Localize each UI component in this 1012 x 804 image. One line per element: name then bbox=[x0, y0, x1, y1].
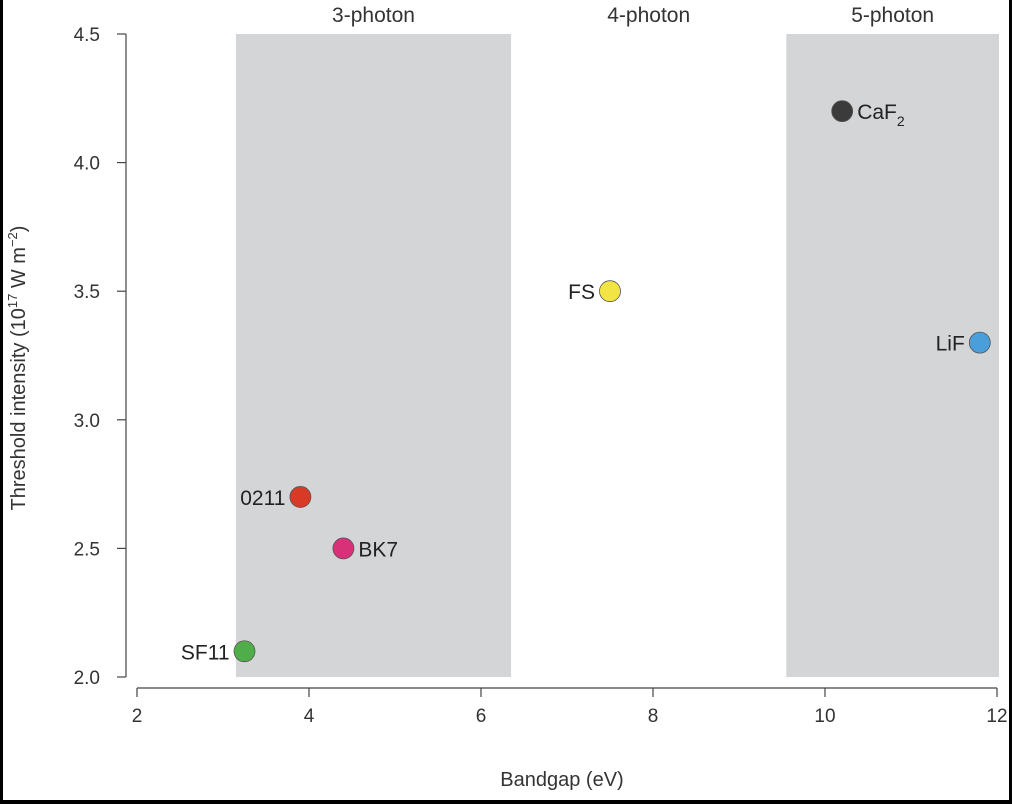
data-points: SF11 0211 BK7 FS CaF2 LiF bbox=[181, 100, 991, 664]
photon-bands bbox=[235, 34, 999, 677]
x-tick-label: 4 bbox=[304, 706, 315, 727]
band-labels: 3-photon 4-photon 5-photon bbox=[332, 4, 934, 27]
band-3-photon bbox=[235, 34, 512, 677]
data-label-fs: FS bbox=[568, 281, 595, 304]
y-tick-label: 2.5 bbox=[74, 539, 100, 560]
data-point-caf2 bbox=[831, 100, 854, 123]
axes bbox=[125, 34, 997, 689]
x-axis-label: Bandgap (eV) bbox=[500, 769, 623, 791]
y-axis-label-unit: W m bbox=[8, 247, 30, 294]
x-tick-label: 2 bbox=[132, 706, 143, 727]
data-label-0211: 0211 bbox=[240, 487, 285, 510]
band-5-photon bbox=[786, 34, 999, 677]
x-tick-label: 10 bbox=[814, 706, 835, 727]
plot-area: 3-photon 4-photon 5-photon 2 4 6 8 10 12 2.0 2.5… bbox=[74, 4, 1008, 727]
x-ticks: 2 4 6 8 10 12 bbox=[132, 688, 1008, 727]
data-label-lif: LiF bbox=[936, 333, 965, 356]
y-tick-label: 2.0 bbox=[74, 668, 100, 689]
y-tick-label: 4.5 bbox=[74, 25, 100, 46]
y-tick-label: 3.5 bbox=[74, 282, 100, 303]
x-tick-label: 6 bbox=[476, 706, 487, 727]
y-ticks: 2.0 2.5 3.0 3.5 4.0 4.5 bbox=[74, 25, 126, 689]
data-label-bk7: BK7 bbox=[358, 538, 398, 561]
y-axis-label-close: ) bbox=[8, 226, 30, 233]
y-tick-label: 3.0 bbox=[74, 411, 100, 432]
x-tick-label: 8 bbox=[648, 706, 659, 727]
y-axis-label-unit-superscript: −2 bbox=[5, 232, 20, 247]
y-tick-label: 4.0 bbox=[74, 154, 100, 175]
y-axis-label-superscript: 17 bbox=[5, 294, 20, 308]
data-point-lif bbox=[968, 331, 991, 354]
band-label-5-photon: 5-photon bbox=[851, 4, 934, 27]
y-axis-label-main: Threshold intensity (10 bbox=[8, 308, 30, 510]
data-label-caf2: CaF2 bbox=[857, 101, 905, 129]
band-label-3-photon: 3-photon bbox=[332, 4, 415, 27]
data-point-bk7 bbox=[332, 537, 355, 560]
data-label-sf11: SF11 bbox=[181, 641, 230, 664]
data-point-fs bbox=[599, 280, 621, 303]
data-point-0211 bbox=[289, 486, 312, 508]
band-label-4-photon: 4-photon bbox=[607, 4, 690, 27]
y-axis-label: Threshold intensity (1017 W m−2) bbox=[5, 226, 30, 511]
data-point-sf11 bbox=[233, 640, 256, 663]
x-tick-label: 12 bbox=[986, 706, 1007, 727]
